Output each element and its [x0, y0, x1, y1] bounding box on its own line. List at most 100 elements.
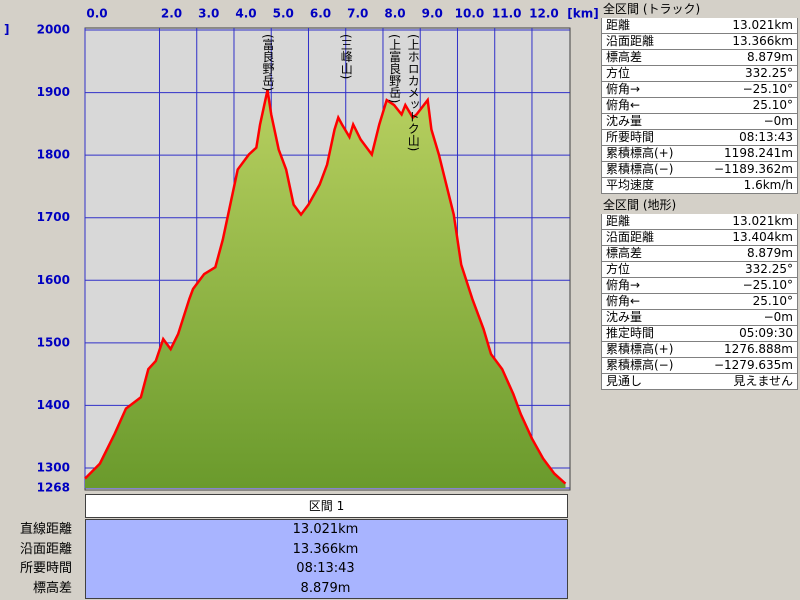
elevation-line — [84, 89, 567, 485]
row-label: 標高差 — [606, 50, 643, 64]
panel-row: 俯角← 25.10° — [601, 294, 798, 310]
y-tick-label: 1268 — [37, 481, 70, 495]
row-label: 俯角→ — [606, 82, 641, 96]
panel-row: 沿面距離 13.366km — [601, 34, 798, 50]
row-label: 沈み量 — [606, 114, 643, 128]
x-tick-label: 8.0 — [384, 7, 405, 21]
x-tick-label: 9.0 — [422, 7, 443, 21]
x-tick-label: 6.0 — [310, 7, 331, 21]
panel-row: 方位 332.25° — [601, 262, 798, 278]
row-value: 332.25° — [745, 66, 793, 80]
row-label: 見通し — [606, 374, 643, 388]
panel-row: 距離 13.021km — [601, 214, 798, 230]
row-label: 沿面距離 — [606, 34, 655, 48]
row-label: 距離 — [606, 214, 631, 228]
row-value: 13.021km — [732, 18, 793, 32]
row-value: 8.879m — [300, 580, 351, 596]
row-value: 13.021km — [292, 522, 359, 537]
row-label: 俯角← — [606, 98, 641, 112]
track-panel: 全区間 (トラック) 距離 13.021km 沿面距離 13.366km 標高差 8.879… — [601, 0, 798, 194]
row-value: 1276.888m — [724, 342, 793, 356]
row-label: 所要時間 — [19, 561, 72, 576]
y-tick-label: 1700 — [37, 210, 70, 224]
row-value: 05:09:30 — [739, 326, 793, 340]
row-label: 推定時間 — [606, 326, 655, 340]
x-tick-label: 10.0 — [455, 7, 485, 21]
section-row: 所要時間 08:13:43 — [0, 559, 566, 578]
row-label: 累積標高(+) — [606, 342, 674, 356]
row-value: 13.021km — [732, 214, 793, 228]
panel-title: 全区間 (地形) — [603, 198, 677, 212]
row-label: 沿面距離 — [19, 541, 72, 557]
row-value: −25.10° — [742, 82, 793, 96]
y-tick-label: 1600 — [37, 273, 70, 287]
row-value: −0m — [763, 310, 793, 324]
row-label: 俯角→ — [606, 278, 641, 292]
row-label: 沈み量 — [606, 310, 643, 324]
x-tick-label: 4.0 — [235, 7, 256, 21]
panel-row: 沿面距離 13.404km — [601, 230, 798, 246]
x-tick-label: 12.0 — [529, 7, 559, 21]
row-label: 沿面距離 — [606, 230, 655, 244]
peak-label: (三峰山) — [339, 34, 353, 79]
x-tick-label: 0.0 — [86, 7, 107, 21]
panel-row: 距離 13.021km — [601, 18, 798, 34]
panel-row: 沈み量 −0m — [601, 114, 798, 130]
row-value: 332.25° — [745, 262, 793, 276]
row-value: 08:13:43 — [739, 130, 793, 144]
peak-label: (富良野岳) — [261, 34, 275, 91]
y-tick-label: 1800 — [37, 148, 70, 162]
row-value: 13.366km — [292, 541, 359, 557]
section-box — [85, 519, 568, 599]
panel-row: 沈み量 −0m — [601, 310, 798, 326]
elevation-area — [85, 90, 566, 488]
row-value: 08:13:43 — [296, 561, 355, 576]
peak-label: (上富良野岳) — [388, 34, 402, 103]
row-value: 1.6km/h — [743, 178, 793, 192]
panel-row: 俯角← 25.10° — [601, 98, 798, 114]
section-row: 沿面距離 13.366km — [0, 540, 566, 559]
panel-row: 標高差 8.879m — [601, 50, 798, 66]
y-tick-label: 2000 — [37, 23, 70, 37]
panel-title: 全区間 (トラック) — [603, 2, 701, 16]
row-value: 8.879m — [746, 50, 793, 64]
row-label: 平均速度 — [606, 178, 655, 192]
row-label: 方位 — [606, 262, 631, 276]
row-value: 25.10° — [752, 294, 793, 308]
row-label: 累積標高(+) — [606, 146, 674, 160]
row-label: 累積標高(−) — [606, 358, 674, 372]
panel-row: 俯角→ −25.10° — [601, 278, 798, 294]
row-label: 累積標高(−) — [606, 162, 674, 176]
peak-label: (上ホロカメットク山) — [406, 34, 420, 151]
panel-row: 所要時間 08:13:43 — [601, 130, 798, 146]
x-tick-label: 2.0 — [161, 7, 182, 21]
section-row: 標高差 8.879m — [0, 579, 566, 598]
panel-row: 累積標高(+) 1198.241m — [601, 146, 798, 162]
y-tick-label: 1300 — [37, 460, 70, 474]
row-value: 13.404km — [732, 230, 793, 244]
panel-row: 方位 332.25° — [601, 66, 798, 82]
section-row: 直線距離 13.021km — [0, 520, 566, 539]
row-value: 8.879m — [746, 246, 793, 260]
terrain-panel: 全区間 (地形) 距離 13.021km 沿面距離 13.404km 標高差 8.879m 方… — [601, 196, 798, 390]
row-value: −0m — [763, 114, 793, 128]
row-label: 方位 — [606, 66, 631, 80]
section-title: 区間 1 — [85, 494, 568, 518]
panel-row: 累積標高(−) −1189.362m — [601, 162, 798, 178]
panel-row: 累積標高(−) −1279.635m — [601, 358, 798, 374]
panel-row: 累積標高(+) 1276.888m — [601, 342, 798, 358]
row-label: 所要時間 — [606, 130, 655, 144]
row-label: 標高差 — [32, 580, 72, 596]
row-value: −1279.635m — [713, 358, 793, 372]
panel-row: 標高差 8.879m — [601, 246, 798, 262]
y-tick-label: 1500 — [37, 335, 70, 349]
row-label: 標高差 — [606, 246, 643, 260]
row-value: 見えません — [733, 374, 793, 388]
x-tick-label: 3.0 — [198, 7, 219, 21]
row-value: −25.10° — [742, 278, 793, 292]
row-value: 1198.241m — [724, 146, 793, 160]
row-label: 直線距離 — [19, 522, 72, 537]
row-value: 25.10° — [752, 98, 793, 112]
x-tick-label: 5.0 — [273, 7, 294, 21]
